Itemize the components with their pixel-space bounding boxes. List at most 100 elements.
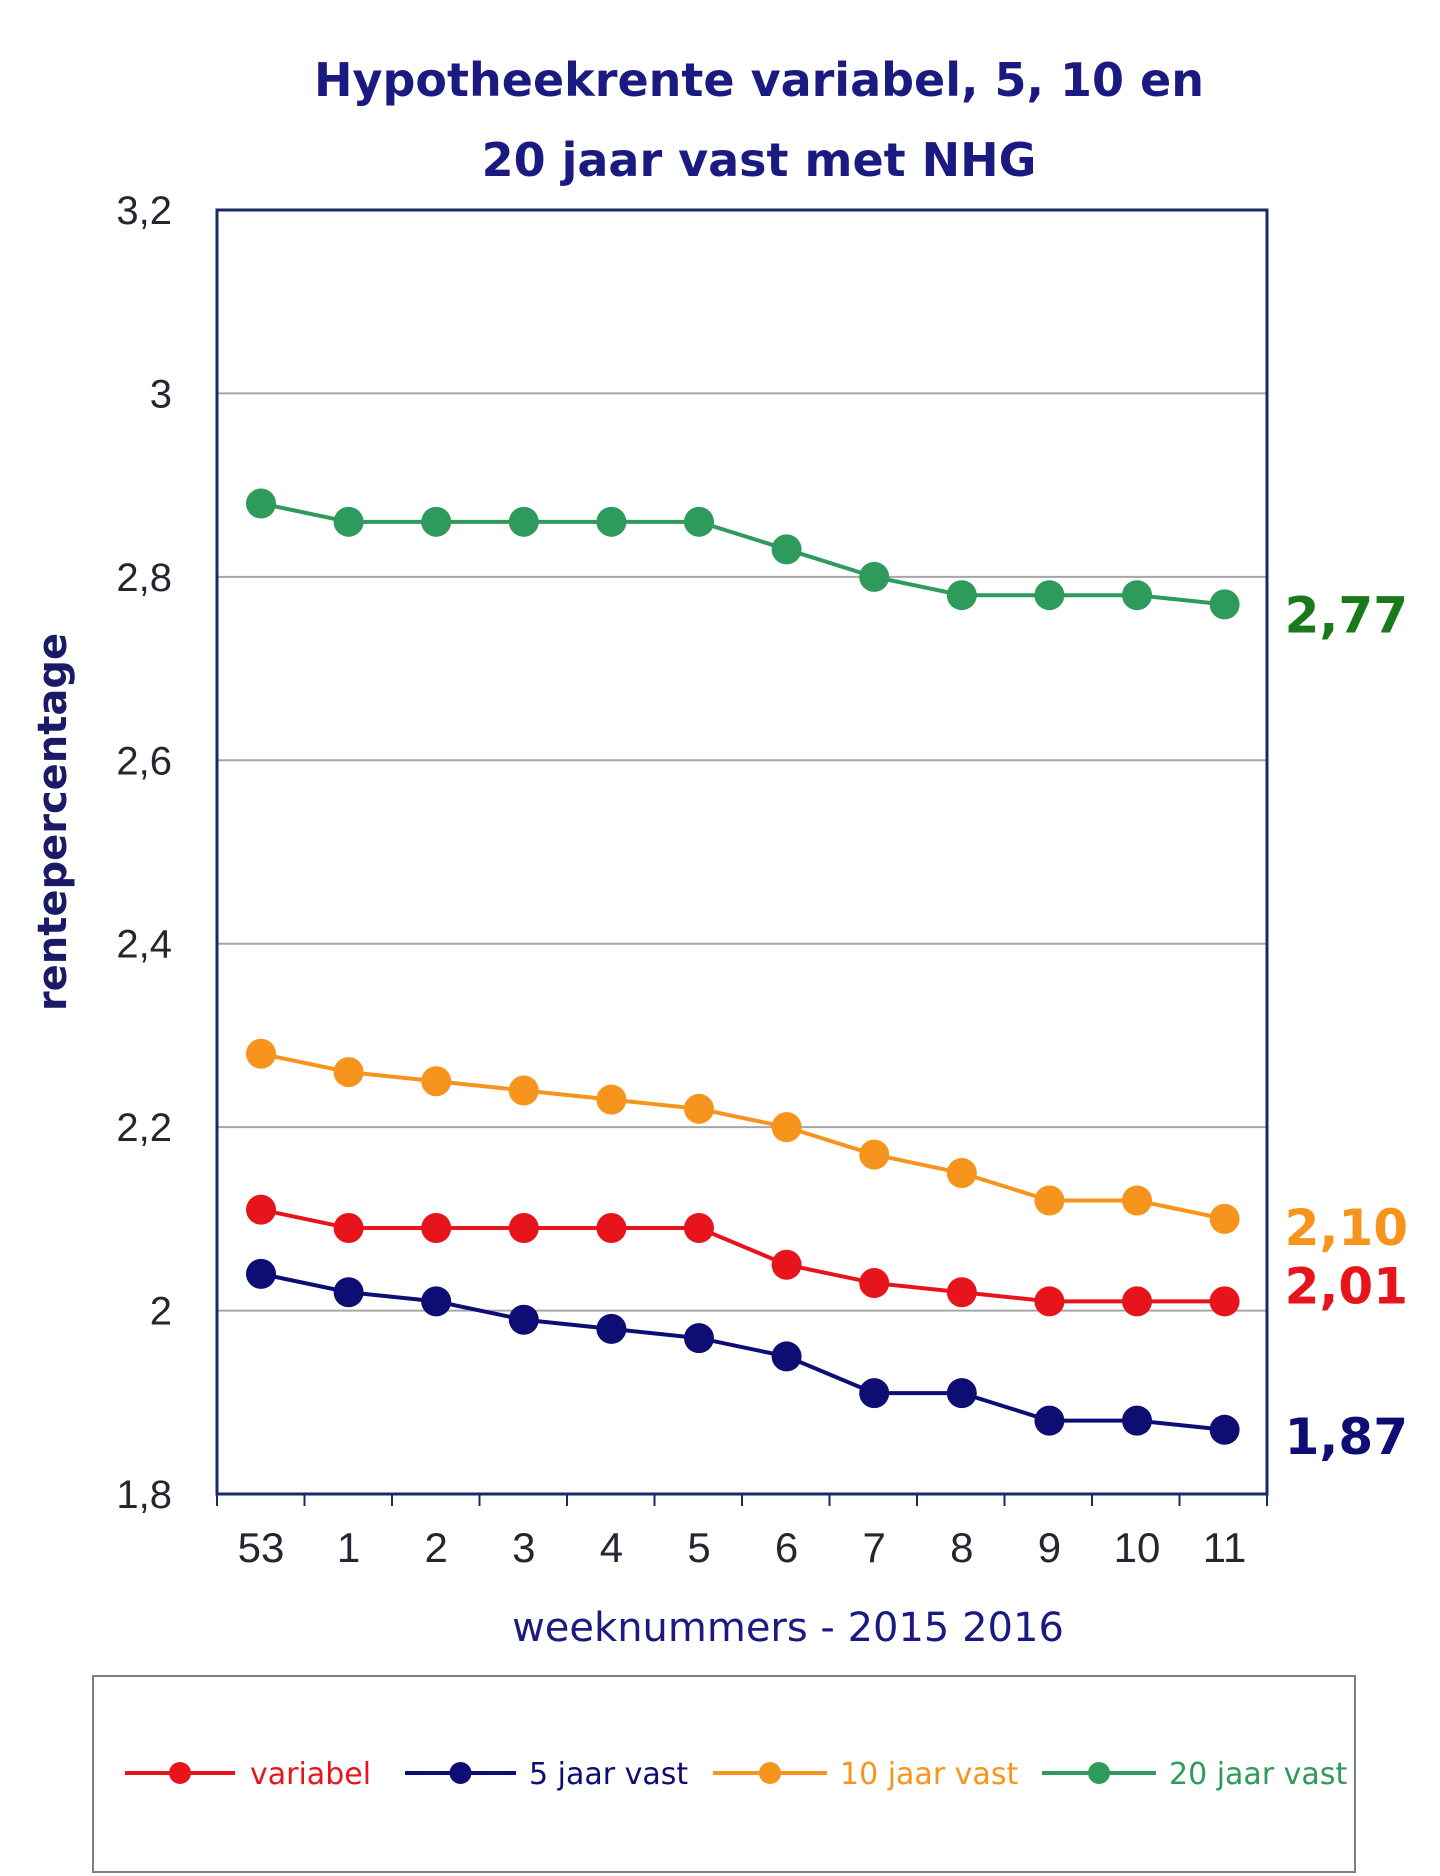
x-tick-label: 9 xyxy=(1038,1524,1061,1571)
data-point-5-jaar-vast xyxy=(771,1341,802,1372)
legend-item-5-jaar-vast: 5 jaar vast xyxy=(405,1757,688,1792)
x-tick-label: 10 xyxy=(1114,1524,1161,1571)
y-tick-label: 2,4 xyxy=(116,923,172,967)
legend-label: 10 jaar vast xyxy=(840,1757,1018,1792)
series-line-20-jaar-vast xyxy=(260,501,1225,607)
y-tick-label: 2,2 xyxy=(116,1106,172,1150)
data-point-20-jaar-vast xyxy=(246,488,276,519)
legend-marker xyxy=(449,1762,472,1784)
data-point-20-jaar-vast xyxy=(684,506,714,537)
data-point-variabel xyxy=(946,1277,977,1308)
series-line-10-jaar-vast xyxy=(260,1051,1226,1221)
data-point-variabel xyxy=(859,1268,890,1299)
gridlines xyxy=(217,392,1267,1312)
series-line-5-jaar-vast xyxy=(260,1271,1225,1432)
data-point-20-jaar-vast xyxy=(771,534,802,565)
legend-label: variabel xyxy=(250,1757,371,1792)
data-point-variabel xyxy=(1122,1286,1152,1317)
data-point-10-jaar-vast xyxy=(246,1038,276,1069)
data-point-variabel xyxy=(684,1213,714,1244)
legend-marker xyxy=(169,1762,191,1784)
legend-marker xyxy=(759,1762,781,1784)
legend-marker xyxy=(1088,1762,1110,1784)
data-point-20-jaar-vast xyxy=(508,506,539,537)
y-axis-label: rentepercentage xyxy=(30,633,76,1011)
series-variabel xyxy=(246,1194,1240,1317)
y-tick-label: 3,2 xyxy=(116,189,172,233)
data-point-10-jaar-vast xyxy=(508,1075,539,1106)
data-point-5-jaar-vast xyxy=(333,1277,364,1308)
plot-frame xyxy=(215,208,1269,1496)
series-20-jaar-vast xyxy=(246,488,1240,620)
data-point-variabel xyxy=(596,1213,627,1244)
x-tick-label: 3 xyxy=(512,1524,535,1571)
data-point-10-jaar-vast xyxy=(946,1158,977,1188)
data-point-10-jaar-vast xyxy=(1034,1185,1065,1216)
end-label-5-jaar-vast: 1,87 xyxy=(1285,1408,1408,1466)
x-tick-label: 6 xyxy=(775,1524,798,1571)
y-tick-label: 2,6 xyxy=(116,739,172,783)
data-point-5-jaar-vast xyxy=(946,1378,977,1409)
data-point-10-jaar-vast xyxy=(859,1139,890,1170)
x-tick-label: 53 xyxy=(238,1524,285,1571)
y-tick-label: 2 xyxy=(150,1290,172,1334)
legend-label: 5 jaar vast xyxy=(529,1757,688,1792)
data-point-5-jaar-vast xyxy=(508,1304,539,1335)
data-series xyxy=(246,488,1240,1445)
data-point-5-jaar-vast xyxy=(1122,1405,1152,1436)
chart-title-line-2: 20 jaar vast met NHG xyxy=(482,133,1037,187)
data-point-10-jaar-vast xyxy=(771,1112,802,1143)
legend-label: 20 jaar vast xyxy=(1169,1757,1347,1792)
data-point-20-jaar-vast xyxy=(333,506,364,537)
data-point-variabel xyxy=(508,1213,539,1244)
data-point-20-jaar-vast xyxy=(1034,580,1065,611)
data-point-10-jaar-vast xyxy=(333,1057,364,1088)
data-point-5-jaar-vast xyxy=(684,1323,714,1354)
data-point-10-jaar-vast xyxy=(596,1084,627,1115)
data-point-variabel xyxy=(771,1249,802,1280)
x-tick-label: 11 xyxy=(1203,1524,1247,1571)
data-point-20-jaar-vast xyxy=(1122,580,1152,611)
data-point-20-jaar-vast xyxy=(596,506,627,537)
series-line-variabel xyxy=(260,1207,1225,1304)
data-point-10-jaar-vast xyxy=(1122,1185,1152,1216)
data-point-5-jaar-vast xyxy=(421,1286,452,1317)
data-point-10-jaar-vast xyxy=(1209,1203,1240,1234)
x-tick-label: 2 xyxy=(425,1524,448,1571)
data-point-variabel xyxy=(246,1194,276,1225)
data-point-5-jaar-vast xyxy=(596,1313,627,1344)
data-point-5-jaar-vast xyxy=(246,1258,276,1289)
series-5-jaar-vast xyxy=(246,1258,1240,1445)
x-tick-label: 7 xyxy=(863,1524,886,1571)
end-label-variabel: 2,01 xyxy=(1285,1257,1408,1315)
data-point-20-jaar-vast xyxy=(859,561,890,592)
x-tick-label: 4 xyxy=(600,1524,623,1571)
x-tick-label: 1 xyxy=(337,1524,360,1571)
legend: variabel 5 jaar vast 10 jaar vast 20 jaar v… xyxy=(125,1757,1347,1792)
data-point-20-jaar-vast xyxy=(421,506,452,537)
data-point-variabel xyxy=(333,1213,364,1244)
data-point-5-jaar-vast xyxy=(859,1378,890,1409)
y-tick-label: 1,8 xyxy=(116,1473,172,1517)
y-tick-label: 3 xyxy=(150,372,172,416)
legend-item-10-jaar-vast: 10 jaar vast xyxy=(713,1757,1018,1792)
chart-title-line-1: Hypotheekrente variabel, 5, 10 en xyxy=(314,53,1204,107)
data-point-5-jaar-vast xyxy=(1209,1414,1240,1445)
data-point-5-jaar-vast xyxy=(1034,1405,1065,1436)
legend-item-20-jaar-vast: 20 jaar vast xyxy=(1042,1757,1347,1792)
data-point-variabel xyxy=(1034,1286,1065,1317)
data-point-variabel xyxy=(1209,1286,1240,1317)
x-axis-ticks: 53 1 2 3 4 5 6 7 8 9 10 11 xyxy=(216,1494,1268,1571)
x-tick-label: 5 xyxy=(687,1524,710,1571)
chart-title: Hypotheekrente variabel, 5, 10 en 20 jaa… xyxy=(314,53,1204,187)
end-value-labels: 2,01 1,87 2,10 2,77 xyxy=(1285,586,1408,1465)
data-point-20-jaar-vast xyxy=(946,580,977,611)
legend-item-variabel: variabel xyxy=(125,1757,371,1792)
x-axis-label: weeknummers - 2015 2016 xyxy=(512,1605,1064,1651)
y-tick-label: 2,8 xyxy=(116,556,172,600)
series-10-jaar-vast xyxy=(246,1038,1240,1234)
data-point-10-jaar-vast xyxy=(684,1093,714,1124)
data-point-20-jaar-vast xyxy=(1209,589,1240,620)
end-label-10-jaar-vast: 2,10 xyxy=(1285,1199,1408,1257)
data-point-variabel xyxy=(421,1213,452,1244)
